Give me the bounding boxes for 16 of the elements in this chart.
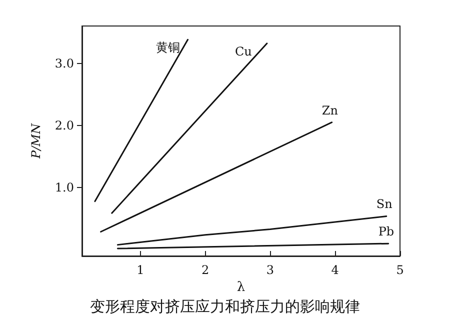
series-label: Sn (376, 197, 393, 212)
series-label: Cu (234, 44, 252, 58)
x-axis-title: λ (236, 280, 246, 295)
series-label: Zn (322, 103, 338, 118)
series-label: 黄铜 (156, 40, 180, 55)
y-tick-label: 1.0 (54, 180, 74, 195)
x-tick-label: 4 (331, 263, 340, 277)
x-tick-label: 3 (266, 263, 274, 277)
y-tick-label: 3.0 (54, 56, 74, 70)
y-tick-label: 2.0 (54, 118, 74, 132)
x-tick-label: 5 (396, 263, 404, 277)
series-label: Pb (378, 224, 394, 239)
x-tick-label: 1 (136, 263, 144, 277)
x-tick-label: 2 (201, 263, 210, 277)
y-axis-title: P/MN (29, 123, 43, 160)
text: 变形程度对挤压应力和挤压力的影响规律 (90, 298, 360, 316)
